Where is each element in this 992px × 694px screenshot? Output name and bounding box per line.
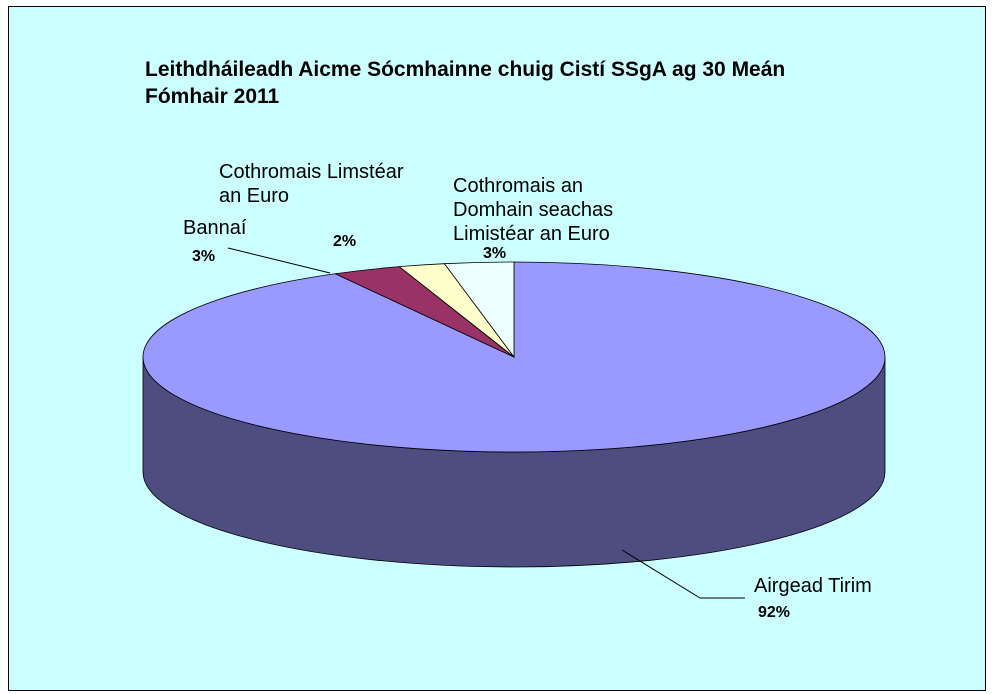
- value-label: 3%: [483, 245, 507, 262]
- slice: [443, 261, 515, 359]
- slice-label: Bannaí: [183, 217, 247, 239]
- value-label: 3%: [192, 248, 216, 265]
- slice-label: Cothromais an Domhain seachas Limistéar …: [453, 175, 614, 245]
- chart-title: Leithdháileadh Aicme Sócmhainne chuig Ci…: [145, 58, 786, 108]
- slice-label: Cothromais Limstéar an Euro: [219, 161, 404, 207]
- slice-label: Airgead Tirim: [754, 575, 872, 597]
- value-label: 2%: [333, 233, 357, 250]
- leader-line: [227, 247, 331, 274]
- leader-line: [621, 549, 701, 599]
- value-label: 92%: [758, 604, 791, 621]
